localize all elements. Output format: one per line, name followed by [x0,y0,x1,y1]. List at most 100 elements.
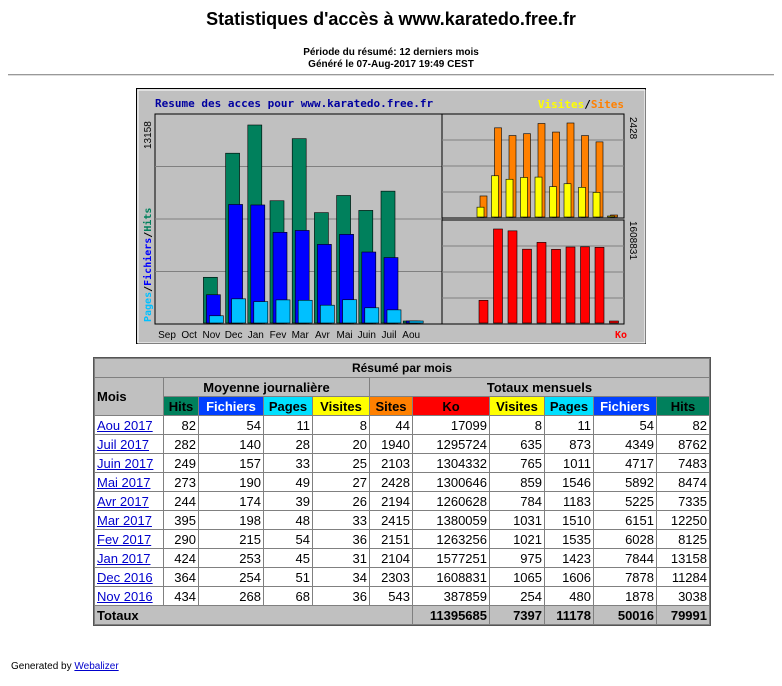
daily-value-cell: 253 [199,549,263,567]
x-tick-label: Juil [381,330,396,341]
header-divider [8,74,774,76]
x-tick-label: Sep [158,330,176,341]
table-row: Mai 2017 273 190 49 27 2428 1300646 859 1546 5892… [95,473,709,491]
total-value-cell: 7397 [490,606,544,624]
table-row: Dec 2016 364 254 51 34 2303 1608831 1065 1606 787… [95,568,709,586]
visits-bar [476,206,485,218]
pages-bar [275,299,291,324]
month-column-header: Mois [95,378,163,415]
visits-bar [549,186,557,218]
monthly-value-cell: 543 [370,587,412,605]
monthly-value-cell: 54 [594,416,656,434]
totals-row: Totaux 11395685 7397 11178 50016 79991 [95,606,709,624]
monthly-value-cell: 8 [490,416,544,434]
month-cell: Nov 2016 [95,587,163,605]
visits-bar [592,192,601,218]
monthly-value-cell: 1183 [545,492,593,510]
month-cell: Fev 2017 [95,530,163,548]
monthly-value-cell: 1021 [490,530,544,548]
monthly-value-cell: 13158 [657,549,709,567]
pages-bar [320,304,335,324]
monthly-value-cell: 44 [370,416,412,434]
ko-label: Ko [615,330,627,341]
month-link[interactable]: Aou 2017 [97,417,153,433]
axis-label-part: Pages [143,292,154,322]
table-row: Nov 2016 434 268 68 36 543 387859 254 480 1878 303… [95,587,709,605]
monthly-value-cell: 1577251 [413,549,489,567]
chart-bevel [137,89,646,344]
ko-bar [507,230,518,324]
daily-value-cell: 249 [164,454,198,472]
month-link[interactable]: Avr 2017 [97,493,149,509]
daily-value-cell: 27 [313,473,369,491]
daily-value-cell: 31 [313,549,369,567]
monthly-value-cell: 1260628 [413,492,489,510]
webalizer-link[interactable]: Webalizer [74,661,119,672]
monthly-value-cell: 5892 [594,473,656,491]
x-tick-label: Juin [358,330,376,341]
month-link[interactable]: Juil 2017 [97,436,150,452]
left-axis-max: 13158 [143,121,154,149]
daily-value-cell: 198 [199,511,263,529]
daily-value-cell: 36 [313,587,369,605]
month-cell: Mai 2017 [95,473,163,491]
axis-label-part: Hits [142,208,154,232]
month-link[interactable]: Nov 2016 [97,588,153,604]
month-link[interactable]: Dec 2016 [97,569,153,585]
monthly-value-cell: 1011 [545,454,593,472]
visits-bar [505,178,514,218]
daily-value-cell: 39 [264,492,312,510]
pages-bar [231,298,246,324]
footer-prefix: Generated by [11,661,72,672]
month-link[interactable]: Mai 2017 [97,474,151,490]
right-legend: Visites/Sites [538,98,624,111]
month-cell: Avr 2017 [95,492,163,510]
daily-value-cell: 33 [313,511,369,529]
table-row: Jan 2017 424 253 45 31 2104 1577251 975 1423 7844… [95,549,709,567]
month-link[interactable]: Fev 2017 [97,531,152,547]
monthly-col-sites: Sites [370,397,412,415]
x-tick-label: Mar [292,330,310,341]
daily-value-cell: 174 [199,492,263,510]
monthly-value-cell: 784 [490,492,544,510]
monthly-value-cell: 11284 [657,568,709,586]
right-bottom-max: 1608831 [627,221,638,260]
ko-bar [580,246,590,324]
pages-bar [253,301,269,324]
monthly-value-cell: 1065 [490,568,544,586]
monthly-value-cell: 765 [490,454,544,472]
month-cell: Juil 2017 [95,435,163,453]
month-link[interactable]: Juin 2017 [97,455,154,471]
x-tick-label: Nov [203,330,221,341]
monthly-value-cell: 7483 [657,454,709,472]
monthly-value-cell: 1295724 [413,435,489,453]
monthly-value-cell: 2428 [370,473,412,491]
x-tick-label: Dec [225,330,243,341]
x-tick-label: Aou [402,330,420,341]
chart-title: Resume des acces pour www.karatedo.free.… [155,97,434,110]
month-cell: Mar 2017 [95,511,163,529]
monthly-value-cell: 1546 [545,473,593,491]
daily-value-cell: 282 [164,435,198,453]
axis-label-part: / [143,232,154,238]
ko-bar [522,248,532,324]
total-value-cell: 11395685 [413,606,489,624]
month-link[interactable]: Mar 2017 [97,512,152,528]
monthly-value-cell: 4717 [594,454,656,472]
daily-average-header: Moyenne journalière [164,378,369,396]
daily-value-cell: 51 [264,568,312,586]
daily-value-cell: 424 [164,549,198,567]
daily-value-cell: 8 [313,416,369,434]
daily-value-cell: 54 [199,416,263,434]
month-link[interactable]: Jan 2017 [97,550,151,566]
pages-bar [342,299,357,324]
monthly-value-cell: 1606 [545,568,593,586]
daily-value-cell: 33 [264,454,312,472]
daily-value-cell: 34 [313,568,369,586]
daily-value-cell: 190 [199,473,263,491]
pages-bar [386,309,402,324]
legend-part: Visites [538,98,584,111]
left-axis-label: Pages/Fichiers/Hits [142,208,154,322]
axis-label-part: Fichiers [142,238,154,286]
daily-value-cell: 273 [164,473,198,491]
